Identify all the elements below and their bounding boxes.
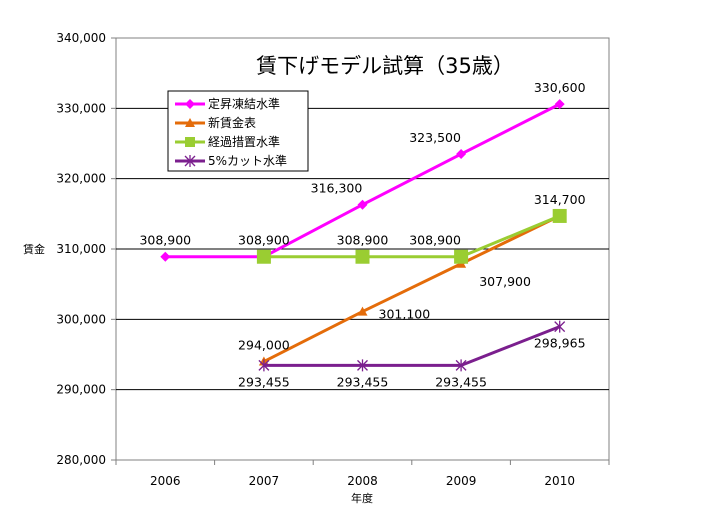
- legend-label: 経過措置水準: [208, 134, 280, 149]
- series-path: [263, 325, 561, 367]
- legend-item: 5%カット水準: [175, 153, 287, 168]
- data-label: 293,455: [435, 374, 487, 389]
- x-axis-ticks: 2006 2007 2008 2009 2010: [115, 460, 610, 488]
- y-tick-label: 300,000: [56, 312, 106, 326]
- x-axis-title: 年度: [351, 491, 373, 505]
- y-tick-label: 340,000: [56, 31, 106, 45]
- legend-label: 新賃金表: [208, 115, 256, 130]
- data-label: 323,500: [409, 130, 461, 145]
- data-point: [185, 137, 195, 147]
- data-label: 301,100: [379, 307, 431, 322]
- data-label: 308,900: [238, 233, 290, 248]
- legend-label: 5%カット水準: [208, 153, 287, 168]
- x-tick-label: 2010: [544, 474, 575, 488]
- chart-title: 賃下げモデル試算（35歳）: [256, 54, 514, 78]
- data-label: 316,300: [311, 181, 363, 196]
- data-label: 314,700: [534, 192, 586, 207]
- data-label: 293,455: [238, 374, 290, 389]
- y-tick-label: 330,000: [56, 101, 106, 115]
- y-tick-label: 320,000: [56, 172, 106, 186]
- data-label: 294,000: [238, 338, 290, 353]
- y-tick-label: 290,000: [56, 383, 106, 397]
- data-point: [456, 149, 467, 160]
- data-label: 308,900: [409, 233, 461, 248]
- data-point: [185, 118, 195, 127]
- data-point: [256, 249, 271, 264]
- data-point: [554, 320, 566, 333]
- data-labels: 308,900 308,900 316,300 323,500 330,600 308,9…: [139, 80, 585, 389]
- data-point: [184, 155, 196, 167]
- y-axis-title: 賃金: [23, 242, 45, 256]
- data-label: 308,900: [139, 233, 191, 248]
- data-label: 293,455: [337, 374, 389, 389]
- data-label: 307,900: [479, 274, 531, 289]
- data-point: [554, 99, 565, 110]
- data-label: 298,965: [534, 336, 586, 351]
- x-tick-label: 2009: [446, 474, 477, 488]
- x-tick-label: 2006: [150, 474, 181, 488]
- data-label: 308,900: [337, 233, 389, 248]
- legend-item: 新賃金表: [175, 115, 256, 130]
- data-point: [160, 251, 171, 262]
- data-point: [357, 306, 368, 316]
- data-point: [357, 359, 368, 372]
- y-tick-label: 280,000: [56, 453, 106, 467]
- y-axis-ticks: 280,000 290,000 300,000 310,000 320,000 330,0…: [56, 31, 116, 467]
- legend-label: 定昇凍結水準: [208, 96, 280, 111]
- data-point: [552, 208, 567, 223]
- series-path: [263, 214, 561, 363]
- data-label: 330,600: [534, 80, 586, 95]
- data-point: [355, 249, 370, 264]
- series-line: [258, 320, 566, 372]
- series-layer: [160, 99, 567, 372]
- data-point: [357, 199, 368, 210]
- y-tick-label: 310,000: [56, 242, 106, 256]
- series-line: [256, 208, 567, 264]
- legend-item: 経過措置水準: [175, 134, 280, 149]
- x-tick-label: 2007: [249, 474, 280, 488]
- data-point: [258, 359, 270, 372]
- data-point: [454, 249, 469, 264]
- data-point: [455, 359, 467, 372]
- data-point: [185, 99, 195, 109]
- series-path: [263, 214, 561, 259]
- x-tick-label: 2008: [347, 474, 378, 488]
- legend-item: 定昇凍結水準: [175, 96, 280, 111]
